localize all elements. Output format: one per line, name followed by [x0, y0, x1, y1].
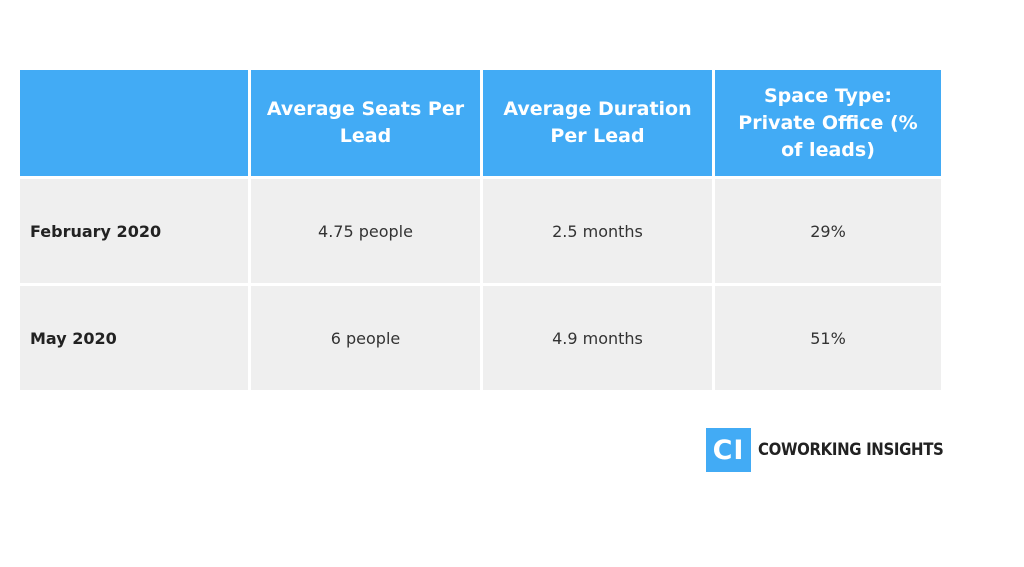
table-cell: 29% [715, 179, 941, 283]
table-cell: 51% [715, 286, 941, 390]
header-cell-space-type: Space Type: Private Office (% of leads) [715, 70, 941, 176]
header-row: Average Seats Per Lead Average Duration … [20, 70, 941, 176]
row-label: May 2020 [20, 286, 248, 390]
table-row: February 2020 4.75 people 2.5 months 29% [20, 179, 941, 283]
table-row: May 2020 6 people 4.9 months 51% [20, 286, 941, 390]
header-cell-empty [20, 70, 248, 176]
logo-mark: CI [706, 428, 751, 472]
logo-wordmark: COWORKING INSIGHTS [758, 440, 944, 460]
header-cell-duration: Average Duration Per Lead [483, 70, 712, 176]
row-label: February 2020 [20, 179, 248, 283]
table-cell: 4.75 people [251, 179, 480, 283]
table-cell: 4.9 months [483, 286, 712, 390]
comparison-table: Average Seats Per Lead Average Duration … [17, 67, 944, 393]
table-cell: 6 people [251, 286, 480, 390]
table-cell: 2.5 months [483, 179, 712, 283]
brand-logo: CI COWORKING INSIGHTS [706, 428, 969, 472]
header-cell-seats: Average Seats Per Lead [251, 70, 480, 176]
